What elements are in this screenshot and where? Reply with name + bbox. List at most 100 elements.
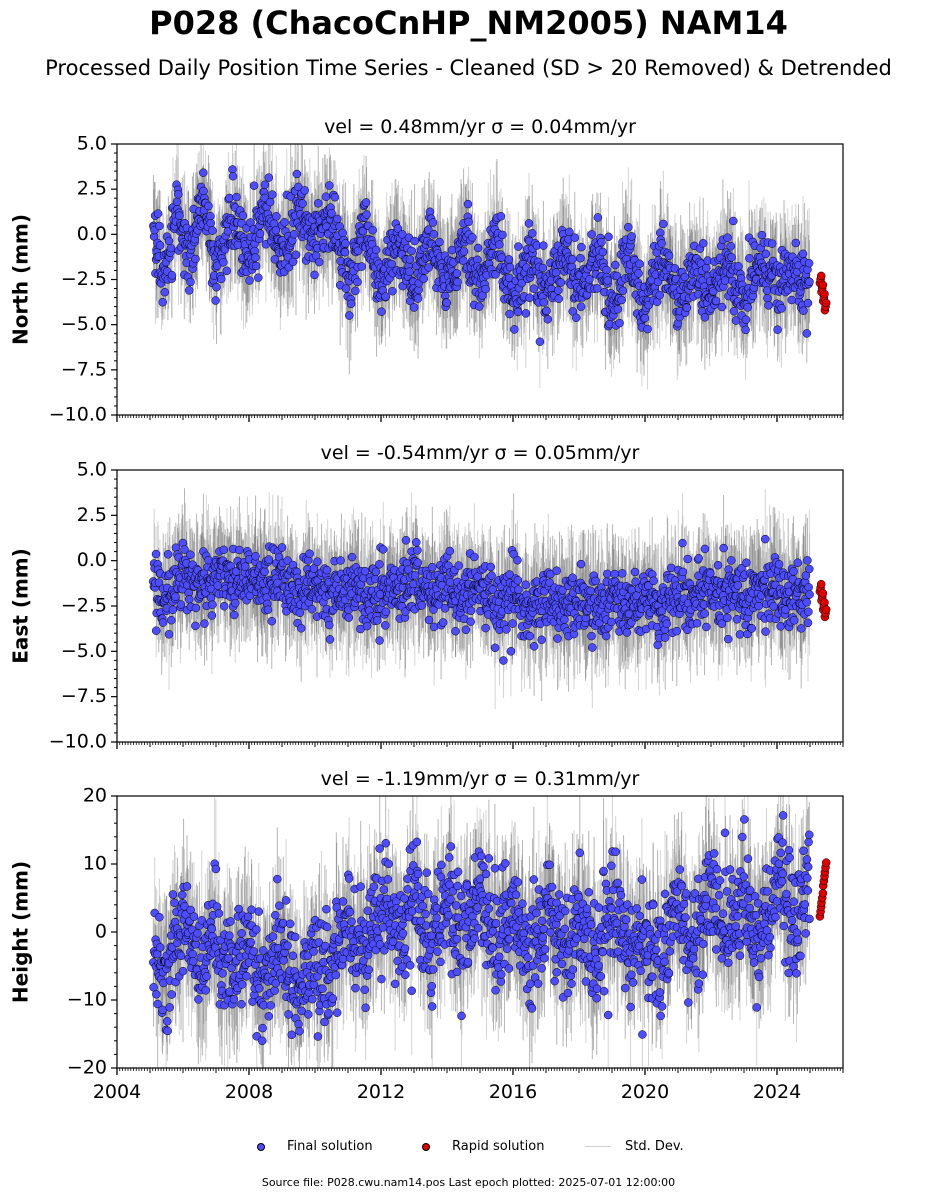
final-solution-point — [346, 299, 356, 309]
final-solution-point — [191, 621, 200, 631]
final-solution-point — [496, 212, 506, 221]
final-solution-point — [270, 255, 280, 264]
final-solution-point — [168, 605, 178, 615]
plot-area — [148, 488, 831, 710]
final-solution-point — [186, 277, 195, 287]
final-solution-point — [529, 284, 539, 293]
final-solution-point — [405, 267, 414, 276]
final-solution-points — [148, 534, 814, 665]
final-solution-point — [289, 229, 299, 239]
final-solution-point — [341, 284, 351, 293]
final-solution-point — [155, 221, 164, 231]
final-solution-point — [617, 295, 626, 305]
final-solution-point — [763, 293, 772, 303]
final-solution-point — [576, 302, 586, 311]
final-solution-point — [207, 611, 217, 620]
final-solution-point — [615, 318, 624, 328]
final-solution-point — [568, 255, 577, 264]
final-solution-point — [184, 595, 194, 604]
final-solution-point — [225, 193, 234, 203]
final-solution-point — [723, 233, 732, 242]
final-solution-point — [186, 550, 195, 560]
final-solution-point — [741, 325, 750, 335]
final-solution-point — [172, 197, 182, 207]
final-solution-point — [657, 239, 666, 248]
final-solution-point — [618, 286, 628, 296]
final-solution-point — [272, 212, 281, 221]
final-solution-point — [798, 249, 808, 259]
final-solution-point — [176, 600, 186, 609]
final-solution-point — [726, 241, 735, 251]
y-tick-label: 0.0 — [77, 223, 107, 245]
final-solution-point — [804, 258, 814, 268]
final-solution-point — [777, 304, 786, 313]
final-solution-point — [475, 302, 484, 311]
final-solution-point — [184, 286, 194, 295]
final-solution-point — [393, 224, 403, 233]
final-solution-point — [452, 269, 462, 278]
final-solution-point — [371, 245, 381, 255]
final-solution-point — [245, 276, 254, 285]
final-solution-point — [513, 307, 523, 317]
final-solution-point — [603, 276, 612, 285]
final-solution-point — [514, 242, 523, 251]
final-solution-point — [553, 286, 563, 295]
final-solution-point — [314, 257, 324, 267]
final-solution-point — [327, 209, 336, 218]
final-solution-point — [387, 259, 396, 269]
final-solution-point — [543, 315, 553, 324]
final-solution-point — [351, 286, 360, 296]
final-solution-point — [463, 199, 473, 209]
final-solution-point — [160, 287, 170, 297]
final-solution-point — [554, 294, 564, 304]
final-solution-point — [398, 230, 407, 239]
final-solution-point — [167, 615, 176, 625]
final-solution-point — [293, 182, 303, 192]
final-solution-point — [805, 277, 814, 287]
final-solution-point — [717, 302, 727, 312]
final-solution-point — [731, 316, 741, 325]
final-solution-point — [251, 261, 261, 271]
final-solution-point — [761, 249, 771, 259]
final-solution-point — [180, 545, 189, 554]
final-solution-point — [429, 230, 439, 239]
final-solution-point — [643, 324, 652, 334]
final-solution-point — [219, 258, 228, 267]
final-solution-point — [539, 298, 549, 307]
final-solution-point — [505, 309, 514, 319]
final-solution-point — [655, 290, 664, 300]
final-solution-point — [481, 284, 490, 294]
final-solution-point — [587, 230, 596, 239]
final-solution-point — [377, 307, 386, 316]
rapid-solution-point — [816, 271, 826, 281]
final-solution-point — [743, 303, 752, 312]
final-solution-point — [659, 219, 668, 229]
final-solution-point — [773, 325, 782, 334]
final-solution-point — [166, 243, 176, 253]
final-solution-point — [593, 213, 603, 222]
final-solution-point — [413, 294, 423, 303]
final-solution-point — [504, 255, 514, 264]
north-panel: vel = 0.48mm/yr σ = 0.04mm/yr North (mm) 5… — [9, 116, 844, 426]
final-solution-point — [232, 192, 241, 202]
final-solution-point — [419, 274, 429, 283]
final-solution-point — [338, 228, 347, 238]
figure-title: P028 (ChacoCnHP_NM2005) NAM14 — [149, 4, 788, 42]
y-tick-label: −10.0 — [49, 404, 107, 426]
final-solution-point — [268, 190, 277, 199]
final-solution-point — [191, 603, 201, 613]
final-solution-point — [212, 282, 221, 292]
final-solution-point — [424, 225, 433, 234]
final-solution-point — [228, 171, 238, 181]
final-solution-point — [280, 218, 289, 227]
final-solution-point — [353, 246, 363, 256]
final-solution-point — [410, 236, 419, 246]
final-solution-point — [223, 226, 233, 236]
final-solution-point — [154, 578, 164, 587]
final-solution-point — [745, 254, 754, 263]
final-solution-point — [468, 233, 477, 242]
final-solution-point — [787, 295, 796, 305]
rapid-solution-points — [815, 271, 831, 315]
final-solution-point — [155, 241, 165, 250]
final-solution-point — [577, 242, 586, 252]
